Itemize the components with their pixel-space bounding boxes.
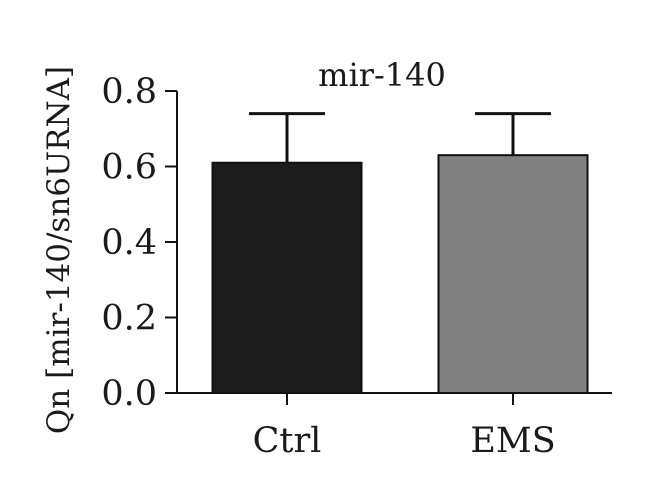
- plot-area: 0.0 0.2 0.4 0.6 0.8 Ctrl EMS: [101, 72, 612, 461]
- y-axis-label: Qn [mir-140/sn6URNA]: [41, 66, 77, 434]
- bar-ems: [437, 154, 589, 394]
- y-tick-label: 0.8: [101, 72, 157, 112]
- bar-ctrl: [211, 161, 363, 394]
- y-tick-label: 0.2: [101, 299, 157, 339]
- y-tick-label: 0.6: [101, 148, 157, 188]
- y-tick-label: 0.0: [101, 374, 157, 414]
- y-axis-label-group: Qn [mir-140/sn6URNA]: [41, 66, 77, 434]
- x-tick-label-ems: EMS: [470, 421, 555, 461]
- x-tick-label-ctrl: Ctrl: [253, 421, 322, 461]
- y-tick-label: 0.4: [101, 223, 157, 263]
- chart-title: mir-140: [318, 56, 446, 94]
